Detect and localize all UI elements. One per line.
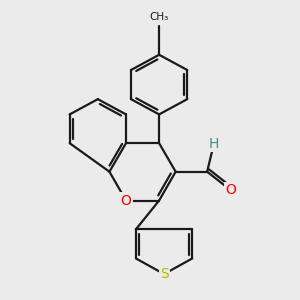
- Text: O: O: [225, 183, 236, 197]
- Text: O: O: [121, 194, 131, 208]
- Text: CH₃: CH₃: [149, 12, 169, 22]
- Text: H: H: [208, 137, 219, 151]
- Text: S: S: [160, 267, 169, 281]
